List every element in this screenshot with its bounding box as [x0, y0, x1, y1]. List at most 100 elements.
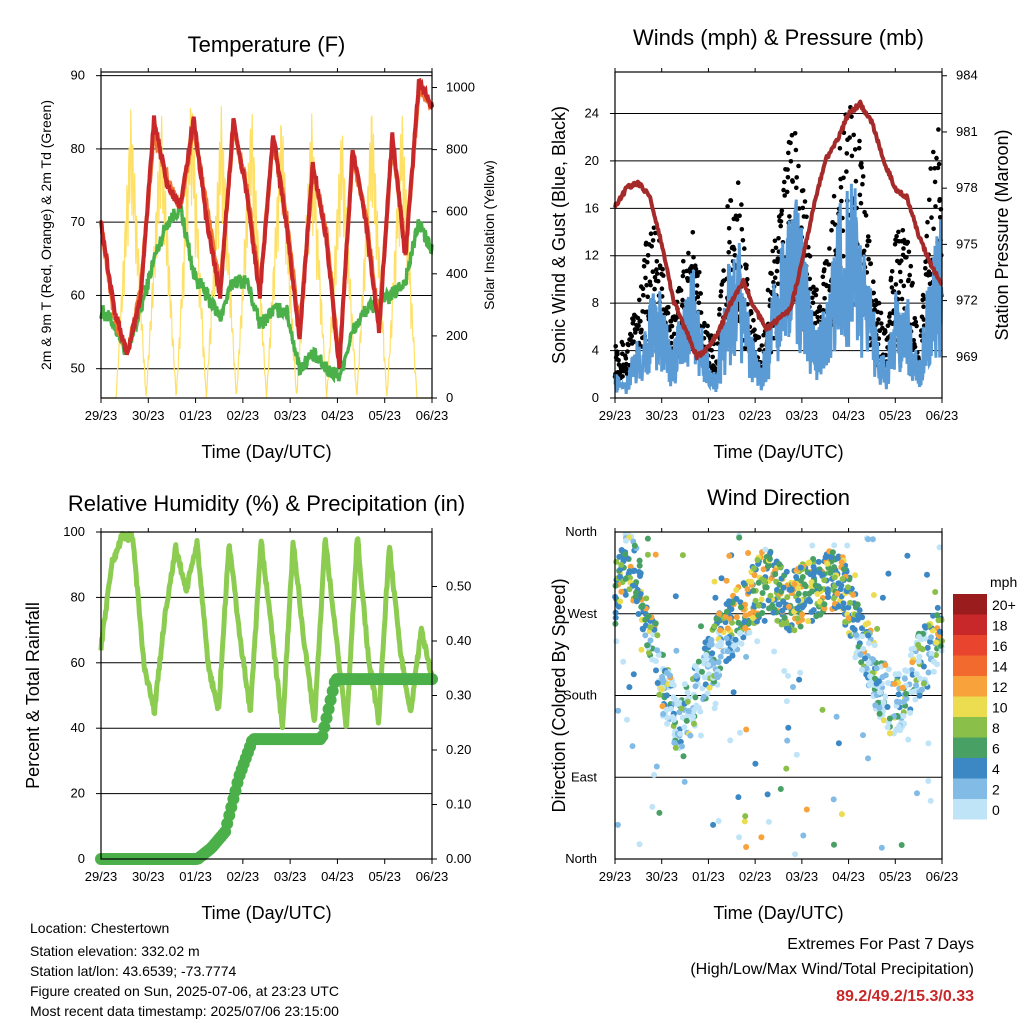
data-point: [844, 542, 851, 549]
data-point: [853, 178, 859, 184]
data-point: [808, 609, 815, 615]
data-point: [795, 590, 802, 597]
data-point: [681, 681, 688, 688]
data-point: [614, 821, 621, 828]
data-point: [901, 675, 908, 682]
data-point: [822, 554, 829, 561]
y-tick-label: 24: [585, 105, 599, 120]
data-point: [690, 713, 696, 720]
data-point: [694, 290, 699, 296]
data-point: [322, 703, 335, 716]
y-right-tick-label: 200: [446, 328, 468, 343]
data-point: [901, 246, 906, 251]
data-point: [821, 577, 828, 584]
data-point: [847, 135, 852, 140]
data-point: [891, 680, 898, 687]
data-point: [841, 566, 847, 573]
x-tick-label: 02/23: [739, 408, 772, 423]
data-point: [695, 294, 701, 300]
data-point: [841, 605, 847, 612]
data-point: [783, 568, 790, 575]
data-point: [749, 615, 756, 621]
chart-title: Relative Humidity (%) & Precipitation (i…: [68, 491, 465, 516]
data-point: [674, 315, 680, 320]
legend-label: 8: [992, 720, 1000, 736]
data-point: [711, 578, 718, 585]
data-point: [751, 318, 756, 323]
data-point: [710, 821, 717, 828]
data-point: [853, 632, 860, 639]
x-axis-label: Time (Day/UTC): [713, 442, 843, 462]
data-point: [894, 233, 899, 239]
data-point: [857, 651, 864, 658]
data-point: [726, 226, 732, 231]
data-point: [790, 179, 795, 184]
data-point: [932, 589, 939, 595]
data-point: [683, 717, 690, 724]
x-tick-label: 06/23: [416, 408, 449, 423]
data-point: [663, 669, 670, 676]
data-point: [765, 818, 772, 825]
x-tick-label: 06/23: [926, 869, 959, 884]
x-tick-label: 29/23: [599, 408, 632, 423]
data-point: [860, 174, 866, 179]
y-right-tick-label: 0.00: [446, 851, 471, 866]
data-point: [826, 284, 832, 289]
data-point: [934, 155, 939, 161]
data-point: [660, 652, 666, 658]
data-point: [752, 327, 757, 333]
data-point: [883, 329, 888, 335]
data-point: [622, 575, 629, 582]
data-point: [666, 304, 671, 310]
data-point: [824, 586, 831, 593]
data-point: [866, 256, 871, 262]
data-point: [800, 832, 807, 839]
data-point: [906, 277, 911, 283]
data-point: [828, 554, 835, 561]
data-point: [636, 841, 643, 848]
data-point: [867, 679, 874, 686]
data-point: [742, 625, 749, 631]
data-point: [774, 617, 781, 624]
data-point: [693, 702, 700, 709]
x-tick-label: 29/23: [85, 869, 118, 884]
data-point: [834, 590, 841, 597]
data-point: [769, 271, 774, 276]
chart-panel-2: Winds (mph) & Pressure (mb) Time (Day/UTC…: [549, 25, 1012, 462]
data-point: [889, 285, 895, 290]
data-point: [850, 616, 857, 623]
data-point: [615, 707, 622, 714]
data-point: [934, 604, 941, 611]
data-point: [613, 558, 620, 565]
data-point: [669, 714, 676, 721]
data-point: [929, 215, 934, 220]
data-point: [803, 806, 810, 813]
data-point: [868, 261, 874, 266]
extremes-values: 89.2/49.2/15.3/0.33: [836, 988, 974, 1005]
x-tick-label: 06/23: [926, 408, 959, 423]
data-point: [737, 599, 744, 606]
x-tick-label: 01/23: [692, 869, 725, 884]
data-point: [928, 166, 933, 171]
y-tick-label: 4: [592, 343, 599, 358]
data-point: [807, 253, 813, 259]
data-point: [821, 601, 828, 608]
data-point: [884, 704, 891, 710]
data-point: [771, 648, 778, 655]
footer-elevation: Station elevation: 332.02 m: [30, 943, 200, 959]
data-point: [878, 310, 884, 316]
data-point: [859, 161, 864, 166]
data-point: [921, 317, 927, 322]
data-point: [636, 562, 643, 569]
data-point: [633, 330, 638, 335]
data-point: [637, 570, 644, 577]
data-point: [794, 185, 799, 191]
data-point: [937, 215, 943, 220]
data-point: [615, 351, 620, 357]
data-point: [740, 238, 746, 243]
chart-panel-4: Wind Direction Time (Day/UTC) North East Sou…: [549, 485, 1017, 923]
data-point: [679, 714, 686, 721]
data-point: [835, 740, 842, 747]
data-point: [813, 292, 819, 298]
data-point: [920, 663, 927, 670]
